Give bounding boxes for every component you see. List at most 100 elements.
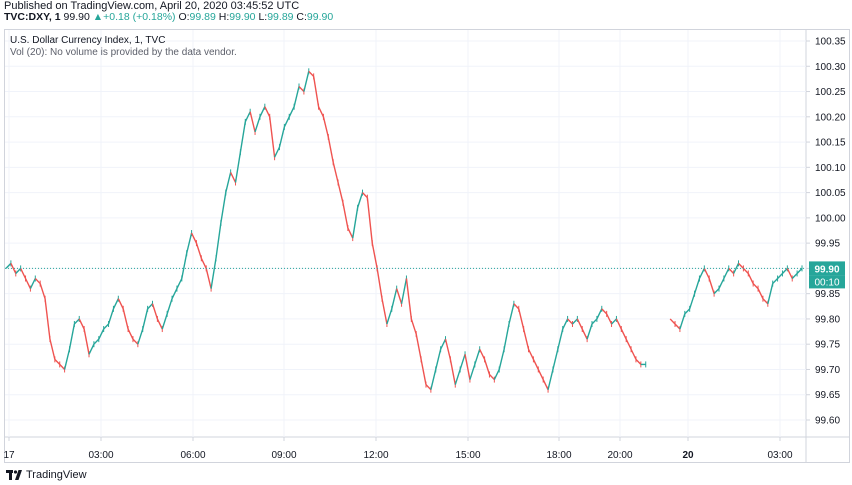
price-segment [567, 318, 573, 325]
price-segment [371, 243, 378, 269]
price-segment [415, 333, 422, 360]
price-segment [777, 272, 783, 279]
x-tick-label: 03:00 [88, 450, 113, 461]
price-segment [483, 359, 491, 375]
price-segment [10, 263, 17, 274]
price-segment [317, 106, 325, 118]
price-segment [34, 278, 41, 285]
price-segment [708, 278, 715, 294]
price-segment [400, 278, 408, 304]
price-segment [288, 106, 295, 118]
price-segment [381, 298, 388, 325]
price-segment [356, 192, 364, 208]
close-label: C: [296, 11, 307, 23]
symbol-label[interactable]: TVC:DXY, 1 [4, 11, 61, 23]
price-segment [723, 268, 730, 279]
price-segment [49, 338, 56, 360]
price-segment [337, 182, 344, 203]
price-segment [586, 323, 593, 340]
price-segment [142, 308, 149, 330]
price-segment [283, 116, 290, 128]
price-segment [205, 268, 212, 289]
price-segment [73, 318, 80, 325]
y-tick-label: 100.20 [815, 112, 846, 123]
price-segment [391, 288, 398, 309]
price-segment [469, 364, 476, 380]
price-segment [147, 303, 154, 310]
price-segment [703, 268, 710, 279]
price-segment [269, 116, 276, 158]
price-segment [532, 359, 539, 370]
price-segment [606, 313, 613, 325]
price-segment [679, 313, 686, 330]
change-arrow-icon: ▲ [92, 11, 104, 23]
last-price-label: 99.90 [814, 264, 839, 275]
price-segment [635, 358, 642, 365]
price-segment [103, 323, 110, 330]
price-segment [249, 111, 256, 133]
price-segment [591, 318, 598, 325]
price-segment [347, 227, 354, 239]
price-segment [557, 328, 564, 350]
price-segment [132, 338, 139, 345]
price-segment [264, 106, 271, 118]
price-segment [342, 202, 349, 229]
price-segment [68, 323, 76, 350]
price-segment [166, 298, 173, 315]
price-segment [161, 313, 168, 330]
price-segment [410, 318, 417, 335]
price-segment [738, 262, 744, 269]
price-segment [225, 172, 232, 193]
price-segment [5, 262, 12, 269]
high-label: H: [218, 11, 230, 23]
price-segment [767, 283, 774, 304]
price-segment [781, 267, 788, 274]
price-segment [444, 338, 452, 360]
chart-title: U.S. Dollar Currency Index, 1, TVC [10, 35, 166, 46]
price-segment [127, 328, 134, 340]
price-segment [186, 232, 193, 254]
price-segment [234, 152, 242, 183]
price-segment [181, 253, 188, 279]
y-tick-label: 99.80 [815, 314, 840, 325]
price-segment [674, 323, 681, 330]
price-segment [93, 338, 100, 345]
y-tick-label: 99.70 [815, 365, 840, 376]
price-segment [259, 106, 266, 118]
price-segment [464, 354, 471, 380]
y-tick-label: 99.65 [815, 390, 840, 401]
price-segment [361, 192, 368, 199]
price-segment [78, 318, 85, 330]
price-segment [59, 363, 66, 370]
y-tick-label: 99.75 [815, 340, 840, 351]
y-tick-label: 100.30 [815, 62, 846, 73]
price-segment [273, 146, 281, 158]
price-segment [547, 369, 554, 390]
y-tick-label: 100.15 [815, 138, 846, 149]
price-segment [669, 318, 676, 325]
price-segment [210, 258, 217, 289]
price-segment [752, 283, 759, 290]
price-segment [112, 298, 119, 310]
price-segment [239, 121, 246, 153]
published-caption: Published on TradingView.com, April 20, … [4, 0, 300, 12]
y-tick-label: 100.05 [815, 188, 846, 199]
price-segment [15, 267, 22, 274]
price-segment [278, 126, 286, 148]
price-segment [156, 318, 163, 330]
price-segment [44, 298, 51, 340]
price-segment [312, 76, 320, 107]
low-label: L: [258, 11, 268, 23]
y-tick-label: 99.85 [815, 289, 840, 300]
price-segment [396, 288, 403, 304]
price-segment [611, 318, 617, 325]
price-segment [493, 369, 500, 380]
price-segment [718, 278, 725, 289]
price-segment [772, 278, 779, 285]
price-segment [479, 348, 486, 360]
price-segment [454, 369, 461, 385]
price-segment [488, 374, 495, 381]
price-segment [293, 86, 300, 107]
price-segment [439, 338, 447, 350]
